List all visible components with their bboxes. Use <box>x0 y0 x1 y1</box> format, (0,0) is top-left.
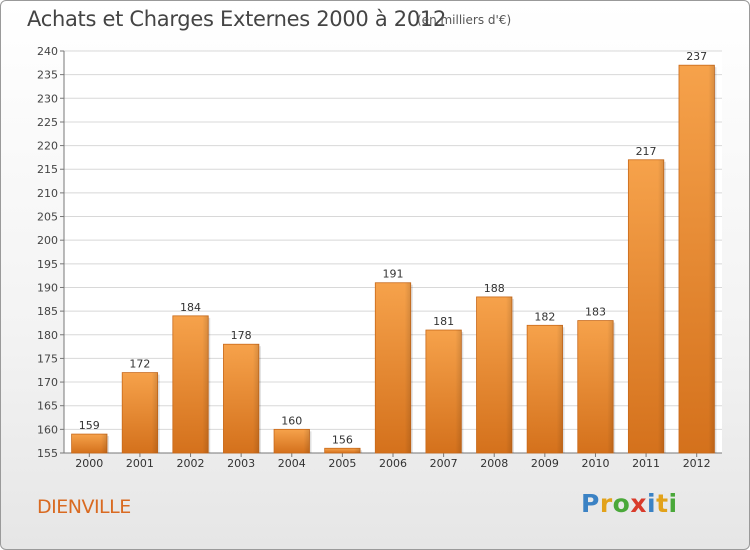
y-tick-label: 190 <box>37 281 58 294</box>
bar-edge <box>101 434 108 453</box>
y-tick-label: 200 <box>37 234 58 247</box>
y-tick-label: 230 <box>37 92 58 105</box>
data-label: 217 <box>636 145 657 158</box>
data-label: 237 <box>686 50 707 63</box>
brand-letter: t <box>656 489 669 518</box>
x-tick-label: 2012 <box>683 457 711 470</box>
bar-edge <box>404 282 411 453</box>
y-tick-label: 225 <box>37 116 58 129</box>
y-tick-label: 210 <box>37 187 58 200</box>
y-tick-label: 160 <box>37 423 58 436</box>
bar-edge <box>455 330 462 453</box>
y-tick-label: 195 <box>37 258 58 271</box>
town-name: DIENVILLE <box>37 496 131 518</box>
data-label: 188 <box>484 282 505 295</box>
bar-edge <box>354 448 361 453</box>
x-tick-label: 2010 <box>581 457 609 470</box>
bar-edge <box>151 372 158 453</box>
bar-edge <box>556 325 563 453</box>
bar-edge <box>607 320 614 453</box>
brand-letter: P <box>581 489 600 518</box>
bar-edge <box>657 159 664 453</box>
y-tick-label: 215 <box>37 163 58 176</box>
bar-layer <box>71 64 717 454</box>
y-tick-label: 170 <box>37 376 58 389</box>
proxiti-logo[interactable]: Proxiti <box>581 489 678 518</box>
brand-letter: x <box>630 489 647 518</box>
bar-edge <box>303 429 310 453</box>
x-tick-label: 2011 <box>632 457 660 470</box>
chart-subtitle: (en milliers d'€) <box>417 13 512 27</box>
y-tick-label: 180 <box>37 329 58 342</box>
data-label: 184 <box>180 301 201 314</box>
brand-letter: r <box>599 489 613 518</box>
x-tick-label: 2003 <box>227 457 255 470</box>
x-tick-label: 2007 <box>430 457 458 470</box>
data-label: 159 <box>79 419 100 432</box>
chart-title: Achats et Charges Externes 2000 à 2012 <box>27 7 447 31</box>
y-tick-label: 220 <box>37 140 58 153</box>
data-label: 183 <box>585 306 606 319</box>
data-label: 156 <box>332 433 353 446</box>
x-tick-label: 2004 <box>278 457 306 470</box>
y-tick-label: 155 <box>37 447 58 460</box>
axis-layer: 155 160 165 170 175 180 185 190 195 200 205 210 215 2… <box>37 45 722 460</box>
brand-letter: i <box>668 489 678 518</box>
y-tick-label: 185 <box>37 305 58 318</box>
bar-edge <box>505 296 512 453</box>
x-tick-label: 2002 <box>177 457 205 470</box>
x-tick-label: 2001 <box>126 457 154 470</box>
bar-edge <box>202 315 209 453</box>
data-label: 181 <box>433 315 454 328</box>
data-label: 182 <box>534 310 555 323</box>
x-tick-label: 2006 <box>379 457 407 470</box>
brand-letter: i <box>647 489 657 518</box>
brand-letter: o <box>612 489 631 518</box>
data-label: 178 <box>231 329 252 342</box>
bar-edge <box>708 65 715 453</box>
x-tick-label: 2009 <box>531 457 559 470</box>
data-label: 160 <box>281 414 302 427</box>
x-tick-label: 2005 <box>328 457 356 470</box>
y-tick-label: 165 <box>37 400 58 413</box>
x-tick-label: 2000 <box>75 457 103 470</box>
data-label: 172 <box>129 358 150 371</box>
x-tick-label: 2008 <box>480 457 508 470</box>
y-tick-label: 235 <box>37 69 58 82</box>
y-tick-label: 205 <box>37 211 58 224</box>
y-tick-label: 240 <box>37 45 58 58</box>
label-layer: 159 2000 172 2001 184 2002 178 2003 160 2004 156 20… <box>75 50 710 470</box>
y-tick-label: 175 <box>37 352 58 365</box>
bar-edge <box>252 344 259 453</box>
data-label: 191 <box>383 268 404 281</box>
